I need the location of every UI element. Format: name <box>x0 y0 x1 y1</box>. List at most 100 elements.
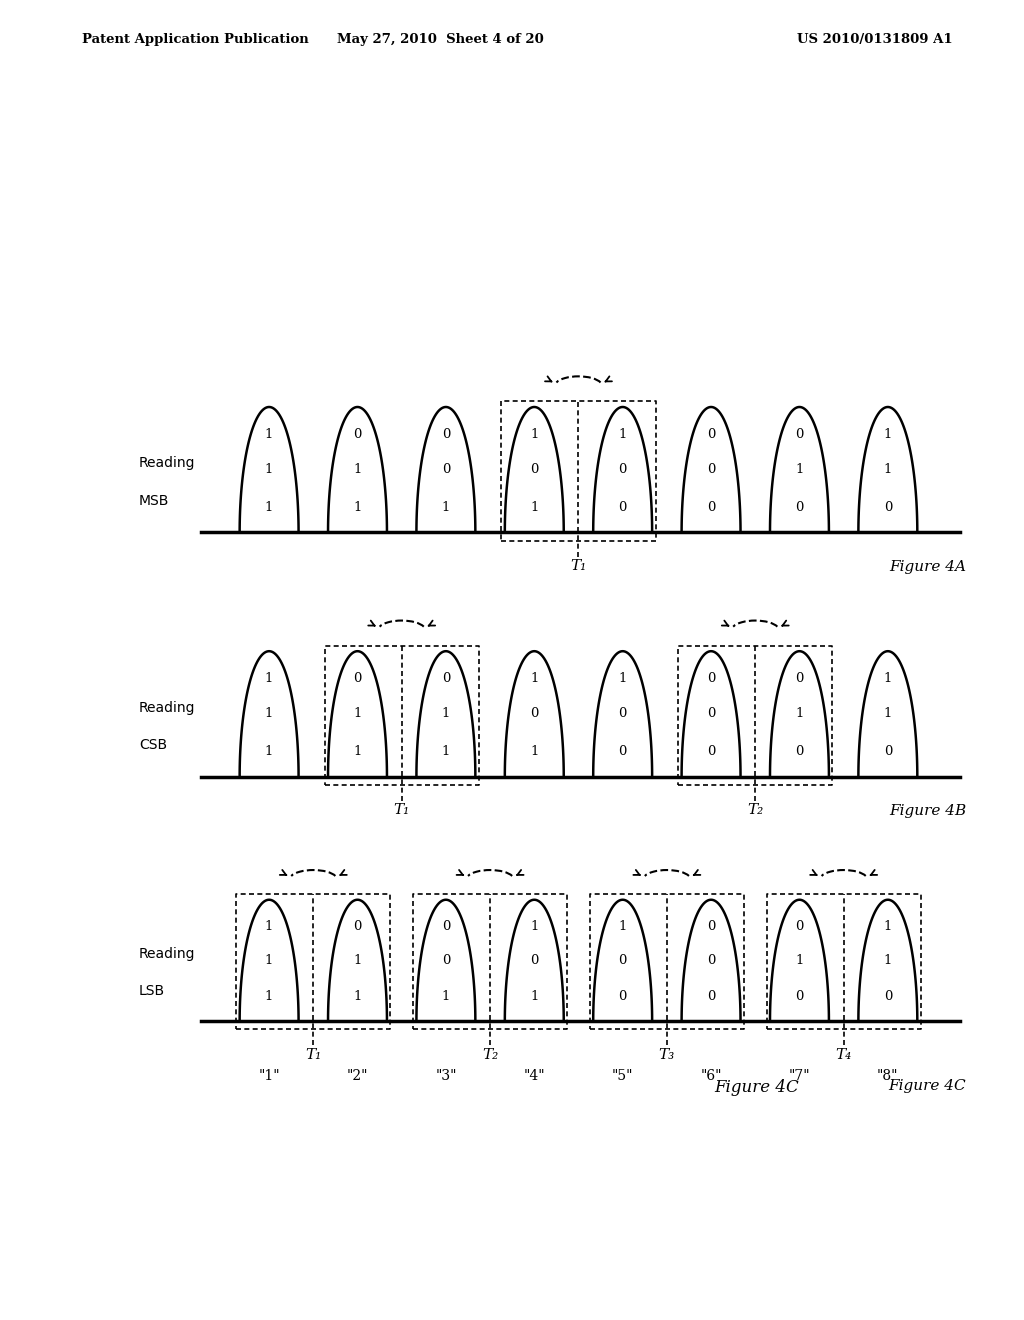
Text: 0: 0 <box>707 428 715 441</box>
Text: 0: 0 <box>530 708 539 721</box>
Text: "6": "6" <box>700 1069 722 1082</box>
Text: 1: 1 <box>353 463 361 477</box>
Text: T₄: T₄ <box>836 1048 852 1063</box>
Text: 0: 0 <box>707 744 715 758</box>
Text: 1: 1 <box>265 463 273 477</box>
Text: 0: 0 <box>618 708 627 721</box>
Text: 0: 0 <box>707 672 715 685</box>
Text: T₁: T₁ <box>305 1048 322 1063</box>
Text: 1: 1 <box>884 920 892 933</box>
Text: T₃: T₃ <box>658 1048 675 1063</box>
Text: Patent Application Publication: Patent Application Publication <box>82 33 308 46</box>
Text: 1: 1 <box>618 920 627 933</box>
Text: 1: 1 <box>884 672 892 685</box>
Text: 1: 1 <box>796 463 804 477</box>
Text: 1: 1 <box>265 744 273 758</box>
Text: "5": "5" <box>612 1069 634 1082</box>
Text: 1: 1 <box>441 500 451 513</box>
Text: 0: 0 <box>796 500 804 513</box>
Text: 1: 1 <box>530 990 539 1003</box>
Text: 1: 1 <box>530 672 539 685</box>
Text: 1: 1 <box>265 954 273 968</box>
Text: 1: 1 <box>441 744 451 758</box>
Text: 0: 0 <box>796 744 804 758</box>
Text: 1: 1 <box>530 500 539 513</box>
Text: 0: 0 <box>353 428 361 441</box>
Text: 1: 1 <box>530 920 539 933</box>
Text: Reading: Reading <box>139 701 196 714</box>
Text: 0: 0 <box>707 920 715 933</box>
Text: 0: 0 <box>441 954 451 968</box>
Text: Figure 4B: Figure 4B <box>889 804 966 818</box>
Text: 1: 1 <box>265 500 273 513</box>
Text: 1: 1 <box>796 708 804 721</box>
Text: 0: 0 <box>618 990 627 1003</box>
Text: 1: 1 <box>441 708 451 721</box>
Text: 0: 0 <box>707 463 715 477</box>
Text: "4": "4" <box>523 1069 545 1082</box>
Text: 1: 1 <box>353 954 361 968</box>
Text: Reading: Reading <box>139 457 196 470</box>
Text: 1: 1 <box>353 990 361 1003</box>
Text: 0: 0 <box>441 428 451 441</box>
Text: 1: 1 <box>618 672 627 685</box>
Text: 0: 0 <box>796 428 804 441</box>
Text: May 27, 2010  Sheet 4 of 20: May 27, 2010 Sheet 4 of 20 <box>337 33 544 46</box>
Text: T₂: T₂ <box>482 1048 499 1063</box>
Text: 0: 0 <box>441 920 451 933</box>
Text: 0: 0 <box>707 990 715 1003</box>
Text: Figure 4A: Figure 4A <box>889 560 966 574</box>
Text: Figure 4C: Figure 4C <box>889 1078 966 1093</box>
Text: 0: 0 <box>441 463 451 477</box>
Text: 0: 0 <box>707 500 715 513</box>
Text: 0: 0 <box>707 954 715 968</box>
Text: 1: 1 <box>265 920 273 933</box>
Text: 1: 1 <box>618 428 627 441</box>
Text: 1: 1 <box>796 954 804 968</box>
Text: 0: 0 <box>796 672 804 685</box>
Text: 0: 0 <box>884 744 892 758</box>
Text: 0: 0 <box>618 500 627 513</box>
Text: 0: 0 <box>618 954 627 968</box>
Text: T₁: T₁ <box>393 803 410 817</box>
Text: 0: 0 <box>884 990 892 1003</box>
Text: 1: 1 <box>884 463 892 477</box>
Text: T₁: T₁ <box>570 558 587 573</box>
Text: 1: 1 <box>265 990 273 1003</box>
Text: "8": "8" <box>878 1069 899 1082</box>
Text: "7": "7" <box>788 1069 810 1082</box>
Text: 1: 1 <box>265 672 273 685</box>
Text: 1: 1 <box>884 708 892 721</box>
Text: "2": "2" <box>347 1069 369 1082</box>
Text: 0: 0 <box>441 672 451 685</box>
Text: CSB: CSB <box>139 738 167 752</box>
Text: Reading: Reading <box>139 948 196 961</box>
Text: 0: 0 <box>796 920 804 933</box>
Text: 0: 0 <box>353 920 361 933</box>
Text: T₂: T₂ <box>748 803 763 817</box>
Text: MSB: MSB <box>139 494 169 508</box>
Text: 1: 1 <box>530 744 539 758</box>
Text: 0: 0 <box>707 708 715 721</box>
Text: "1": "1" <box>258 1069 280 1082</box>
Text: 1: 1 <box>353 708 361 721</box>
Text: Figure 4C: Figure 4C <box>714 1078 799 1096</box>
Text: 0: 0 <box>530 463 539 477</box>
Text: 0: 0 <box>530 954 539 968</box>
Text: 0: 0 <box>618 463 627 477</box>
Text: 0: 0 <box>353 672 361 685</box>
Text: 1: 1 <box>884 954 892 968</box>
Text: "3": "3" <box>435 1069 457 1082</box>
Text: US 2010/0131809 A1: US 2010/0131809 A1 <box>797 33 952 46</box>
Text: 1: 1 <box>884 428 892 441</box>
Text: 1: 1 <box>353 500 361 513</box>
Text: 0: 0 <box>618 744 627 758</box>
Text: 1: 1 <box>265 428 273 441</box>
Text: 1: 1 <box>353 744 361 758</box>
Text: 1: 1 <box>265 708 273 721</box>
Text: 0: 0 <box>884 500 892 513</box>
Text: 0: 0 <box>796 990 804 1003</box>
Text: 1: 1 <box>530 428 539 441</box>
Text: 1: 1 <box>441 990 451 1003</box>
Text: LSB: LSB <box>139 983 165 998</box>
